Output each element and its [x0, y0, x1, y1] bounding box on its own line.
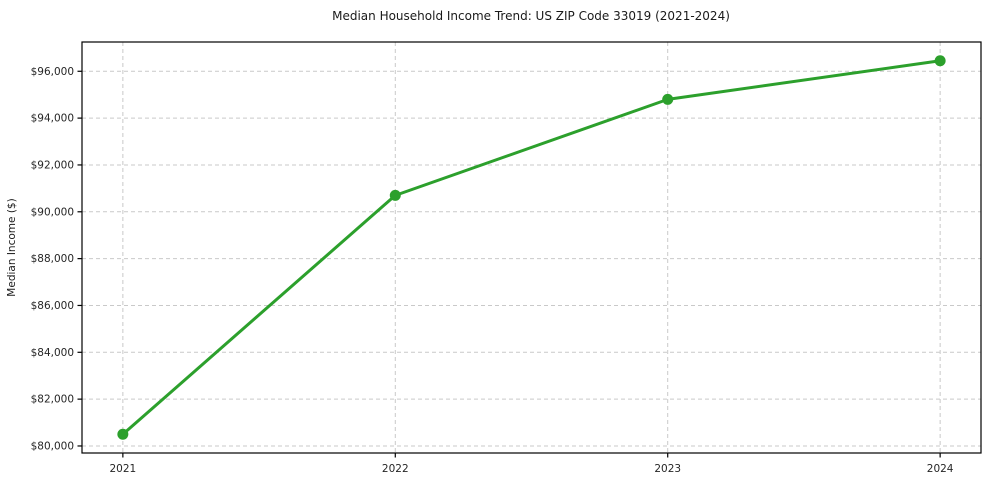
y-tick-label-94000: $94,000: [31, 113, 74, 125]
grid: [82, 42, 981, 453]
x-tick-label-2021: 2021: [109, 463, 136, 475]
y-axis-title: Median Income ($): [6, 198, 18, 296]
trend-line: [121, 59, 942, 436]
income-series: [117, 55, 946, 440]
y-tick-label-88000: $88,000: [31, 253, 74, 265]
y-tick-label-96000: $96,000: [31, 66, 74, 78]
x-tick-label-2023: 2023: [654, 463, 681, 475]
data-point-2021: [117, 428, 129, 440]
x-tick-label-2022: 2022: [382, 463, 409, 475]
y-tick-label-86000: $86,000: [31, 300, 74, 312]
axis-ticks: 2021 2022 2023 2024 $80,000 $82,000 $84,000 $86…: [31, 66, 954, 475]
x-tick-label-2024: 2024: [927, 463, 954, 475]
y-tick-label-84000: $84,000: [31, 347, 74, 359]
y-tick-label-82000: $82,000: [31, 394, 74, 406]
plot-border: [81, 41, 982, 454]
y-tick-label-92000: $92,000: [31, 159, 74, 171]
y-tick-label-90000: $90,000: [31, 206, 74, 218]
data-point-2024: [934, 55, 946, 67]
data-point-2023: [662, 93, 674, 105]
y-tick-label-80000: $80,000: [31, 440, 74, 452]
chart-title: Median Household Income Trend: US ZIP Co…: [332, 9, 730, 23]
data-point-2022: [389, 189, 401, 201]
